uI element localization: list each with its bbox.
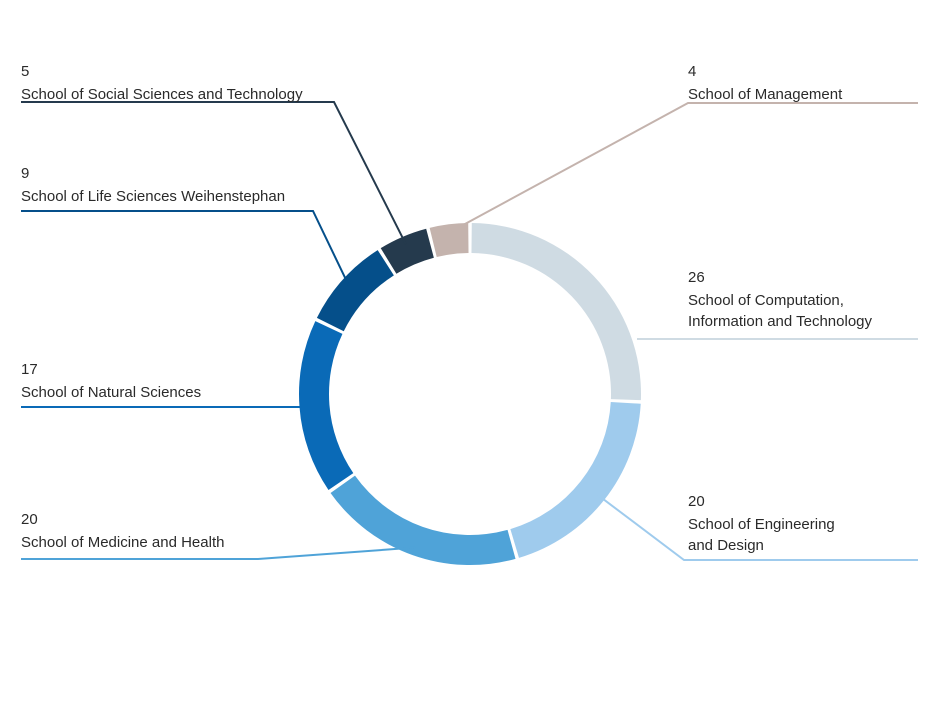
donut-slice — [330, 475, 516, 565]
donut-slice — [429, 223, 469, 257]
donut-slice — [471, 223, 641, 401]
slice-value-label: 26 — [688, 269, 705, 286]
leader-line — [597, 494, 918, 561]
slice-category-label: and Design — [688, 537, 764, 554]
leader-line — [21, 546, 416, 560]
leader-line — [21, 210, 350, 286]
donut-slice — [510, 402, 641, 558]
slice-value-label: 17 — [21, 361, 38, 378]
donut-slices — [298, 223, 641, 565]
donut-slice — [380, 228, 434, 274]
slice-value-label: 20 — [21, 511, 38, 528]
leader-line — [449, 102, 918, 234]
leader-line — [21, 101, 407, 245]
slice-value-label: 9 — [21, 165, 29, 182]
slice-category-label: School of Social Sciences and Technology — [21, 86, 303, 103]
donut-slice — [298, 321, 354, 490]
slice-value-label: 4 — [688, 63, 696, 80]
leader-lines — [21, 101, 918, 561]
slice-labels: 26 School of Computation, Information and … — [21, 63, 873, 554]
slice-category-label: School of Medicine and Health — [21, 534, 224, 551]
slice-category-label: School of Life Sciences Weihenstephan — [21, 188, 285, 205]
slice-category-label: Information and Technology — [688, 313, 873, 330]
slice-value-label: 5 — [21, 63, 29, 80]
slice-category-label: School of Engineering — [688, 516, 835, 533]
slice-value-label: 20 — [688, 493, 705, 510]
slice-category-label: School of Management — [688, 86, 843, 103]
slice-category-label: School of Natural Sciences — [21, 384, 201, 401]
donut-slice — [316, 250, 394, 332]
slice-category-label: School of Computation, — [688, 292, 844, 309]
